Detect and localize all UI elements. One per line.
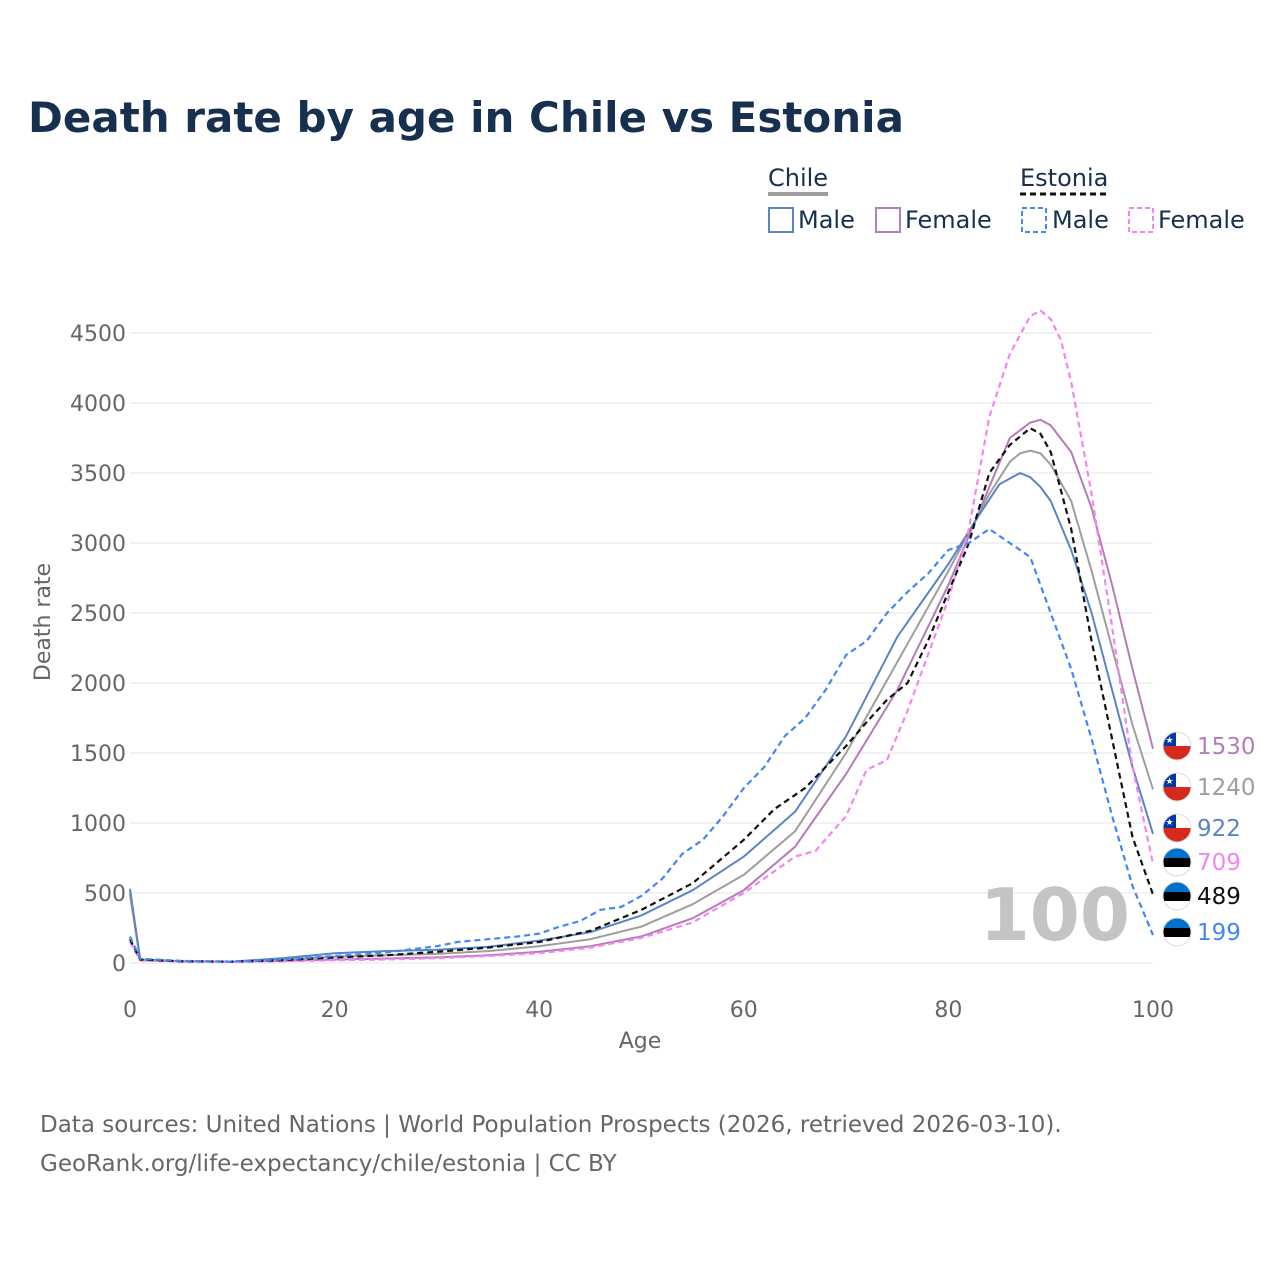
gridlines xyxy=(130,332,1153,964)
series-lines xyxy=(128,309,1155,964)
end-label-chile-male: 922 xyxy=(1197,816,1241,842)
y-tick-label: 3000 xyxy=(70,532,126,557)
x-tick-label: 40 xyxy=(525,998,553,1023)
x-axis-ticks: 0 20 40 60 80 100 xyxy=(123,998,1174,1023)
y-tick-label: 1000 xyxy=(70,812,126,837)
estonia-flag-icon xyxy=(1163,848,1191,876)
estonia-flag-icon xyxy=(1163,918,1191,946)
end-marker-chile-male: ★ xyxy=(1162,813,1192,843)
legend-estonia-female[interactable]: Female xyxy=(1158,206,1245,234)
chile-flag-icon: ★ xyxy=(1163,814,1191,842)
legend-swatch-chile-female[interactable] xyxy=(875,207,901,233)
y-tick-label: 4500 xyxy=(70,322,126,347)
legend-swatch-estonia-male[interactable] xyxy=(1021,207,1047,233)
x-axis-label: Age xyxy=(619,1029,662,1054)
legend-swatch-estonia-female[interactable] xyxy=(1128,207,1154,233)
svg-text:★: ★ xyxy=(1165,736,1173,746)
end-label-estonia-male: 199 xyxy=(1197,920,1241,946)
end-marker-estonia-female xyxy=(1162,847,1192,877)
end-marker-estonia-male xyxy=(1162,917,1192,947)
series-line-estonia-total xyxy=(129,427,1155,963)
estonia-flag-icon xyxy=(1163,882,1191,910)
end-label-chile-female: 1530 xyxy=(1197,734,1256,760)
end-marker-chile-female: ★ xyxy=(1162,731,1192,761)
x-tick-label: 100 xyxy=(1132,998,1174,1023)
end-label-chile-total: 1240 xyxy=(1197,775,1256,801)
y-tick-label: 1500 xyxy=(70,742,126,767)
chile-flag-icon: ★ xyxy=(1163,732,1191,760)
y-tick-label: 500 xyxy=(84,882,126,907)
y-tick-label: 4000 xyxy=(70,392,126,417)
legend-swatch-chile-male[interactable] xyxy=(768,207,794,233)
y-tick-label: 3500 xyxy=(70,462,126,487)
series-line-estonia-male xyxy=(128,527,1155,963)
series-line-chile-female xyxy=(129,418,1154,963)
source-line-2[interactable]: GeoRank.org/life-expectancy/chile/estoni… xyxy=(40,1151,618,1177)
end-marker-chile-total: ★ xyxy=(1162,772,1192,802)
svg-text:★: ★ xyxy=(1165,818,1173,828)
y-tick-label: 2500 xyxy=(70,602,126,627)
legend-group-estonia: Estonia xyxy=(1020,164,1108,192)
legend-estonia-male[interactable]: Male xyxy=(1052,206,1109,234)
end-label-estonia-female: 709 xyxy=(1197,850,1241,876)
y-axis-ticks: 0 500 1000 1500 2000 2500 3000 3500 4000 4500 xyxy=(70,322,126,977)
y-tick-label: 2000 xyxy=(70,672,126,697)
source-line-1: Data sources: United Nations | World Pop… xyxy=(40,1112,1062,1138)
x-tick-label: 80 xyxy=(934,998,962,1023)
x-tick-label: 60 xyxy=(730,998,758,1023)
legend-chile-female[interactable]: Female xyxy=(905,206,992,234)
legend-chile-male[interactable]: Male xyxy=(798,206,855,234)
chart-title: Death rate by age in Chile vs Estonia xyxy=(28,93,904,142)
end-marker-estonia-total xyxy=(1162,881,1192,911)
series-line-chile-male xyxy=(129,472,1154,963)
age-watermark: 100 xyxy=(980,873,1130,957)
end-labels: ★ 1530 ★ 1240 ★ 922 709 489 199 xyxy=(1162,731,1256,947)
y-axis-label: Death rate xyxy=(31,563,56,681)
y-tick-label: 0 xyxy=(112,952,126,977)
series-line-estonia-female xyxy=(129,309,1155,964)
svg-text:★: ★ xyxy=(1165,777,1173,787)
legend-group-chile: Chile xyxy=(768,164,828,192)
end-label-estonia-total: 489 xyxy=(1197,884,1241,910)
legend: Chile Estonia Male Female Male Female xyxy=(768,164,1245,234)
x-tick-label: 20 xyxy=(321,998,349,1023)
x-tick-label: 0 xyxy=(123,998,137,1023)
